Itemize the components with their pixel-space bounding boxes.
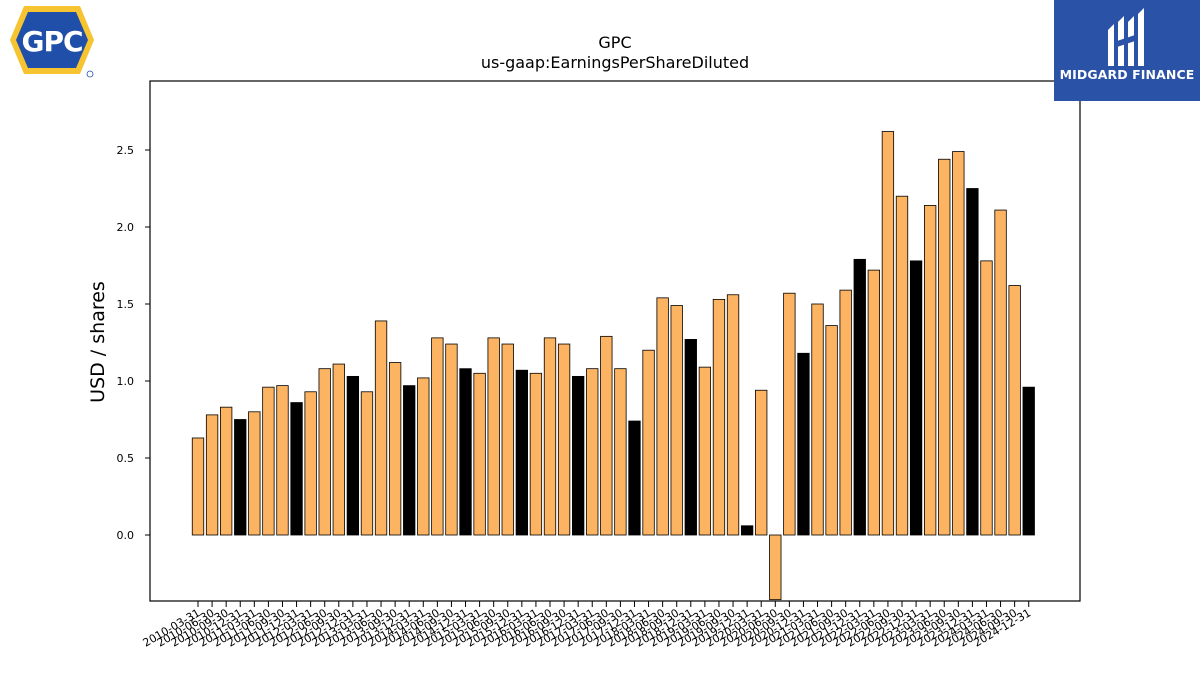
bar-2022-06-30: [881, 131, 895, 536]
bar-2024-12-31: [1022, 386, 1035, 536]
y-tick-label: 2.0: [117, 221, 135, 234]
bar-2011-12-31: [290, 402, 303, 536]
midgard-finance-logo: MIDGARD FINANCE: [1054, 0, 1200, 101]
bar-2017-12-31: [628, 420, 641, 536]
bar-2015-12-31: [515, 369, 528, 536]
bar-2021-06-30: [825, 325, 838, 536]
bar-2014-06-30: [431, 337, 444, 536]
bar-2018-03-31: [642, 349, 655, 536]
bar-2022-09-30: [895, 195, 909, 536]
bar-2014-12-31: [459, 368, 472, 536]
bar-2024-06-30: [994, 209, 1007, 536]
bar-2011-09-30: [276, 385, 289, 536]
bar-2017-06-30: [600, 335, 613, 536]
bar-2013-09-30: [388, 362, 402, 536]
chart-subtitle: us-gaap:EarningsPerShareDiluted: [481, 53, 749, 72]
bar-2023-09-30: [952, 151, 965, 536]
x-axis: 2010-03-312010-06-302010-09-302010-12-31…: [141, 601, 1033, 650]
bar-2013-12-31: [403, 385, 416, 536]
bar-2020-06-30: [769, 534, 782, 601]
bar-2024-09-30: [1008, 285, 1021, 536]
y-axis-label: USD / shares: [87, 281, 109, 403]
gpc-logo-text: GPC: [21, 25, 82, 58]
plot-frame: [149, 80, 1081, 602]
bar-2018-06-30: [656, 297, 669, 536]
bar-2012-09-30: [332, 363, 345, 536]
bar-2011-06-30: [262, 386, 275, 536]
bar-2010-09-30: [220, 406, 233, 536]
y-tick-label: 1.5: [117, 298, 135, 311]
y-tick-label: 1.0: [117, 375, 135, 388]
y-tick-label: 0.5: [117, 452, 135, 465]
bar-2024-03-31: [980, 260, 993, 536]
bar-2017-03-31: [586, 368, 599, 536]
bar-2011-03-31: [248, 411, 261, 536]
y-tick-label: 0.0: [117, 529, 135, 542]
bar-2023-03-31: [924, 205, 937, 536]
bar-2016-06-30: [543, 337, 557, 536]
bar-2014-03-31: [417, 377, 430, 536]
bar-2013-03-31: [360, 391, 374, 536]
bar-2021-03-31: [811, 303, 824, 536]
y-axis: 0.0 0.5 1.0 1.5 2.0 2.5: [117, 144, 150, 542]
bar-2012-03-31: [304, 391, 317, 536]
bars-group: [191, 131, 1035, 601]
bar-2020-12-31: [797, 352, 810, 536]
bar-2016-03-31: [529, 372, 543, 536]
bar-2016-12-31: [572, 375, 585, 536]
bar-2010-06-30: [205, 414, 219, 536]
bar-2012-12-31: [346, 375, 360, 536]
midgard-finance-text: MIDGARD FINANCE: [1059, 67, 1195, 82]
bar-2021-09-30: [839, 289, 852, 536]
bar-2020-09-30: [783, 292, 796, 536]
bar-2017-09-30: [614, 368, 627, 536]
bar-2012-06-30: [318, 368, 331, 536]
bar-2023-12-31: [966, 188, 979, 536]
bar-2018-12-31: [684, 339, 697, 536]
bar-2014-09-30: [445, 343, 458, 536]
bar-2015-09-30: [501, 343, 514, 536]
bar-2015-06-30: [487, 337, 500, 536]
bar-2018-09-30: [670, 305, 683, 536]
gpc-logo: GPC: [4, 4, 100, 80]
bar-2016-09-30: [557, 343, 571, 536]
bar-2020-03-31: [755, 389, 768, 536]
bar-2010-03-31: [191, 437, 205, 536]
bar-2022-03-31: [867, 269, 880, 536]
bar-2019-06-30: [712, 298, 726, 536]
bar-2019-09-30: [726, 294, 740, 536]
y-tick-label: 2.5: [117, 144, 135, 157]
bar-2010-12-31: [234, 419, 247, 536]
bar-2021-12-31: [853, 258, 866, 536]
bar-2019-03-31: [698, 366, 712, 536]
bar-2013-06-30: [374, 320, 388, 536]
bar-2023-06-30: [938, 158, 951, 536]
midgard-mark-icon: [1108, 8, 1144, 66]
bar-2022-12-31: [909, 260, 923, 536]
bar-2019-12-31: [740, 525, 754, 536]
bar-2015-03-31: [473, 372, 486, 536]
chart-title: GPC: [598, 33, 631, 52]
